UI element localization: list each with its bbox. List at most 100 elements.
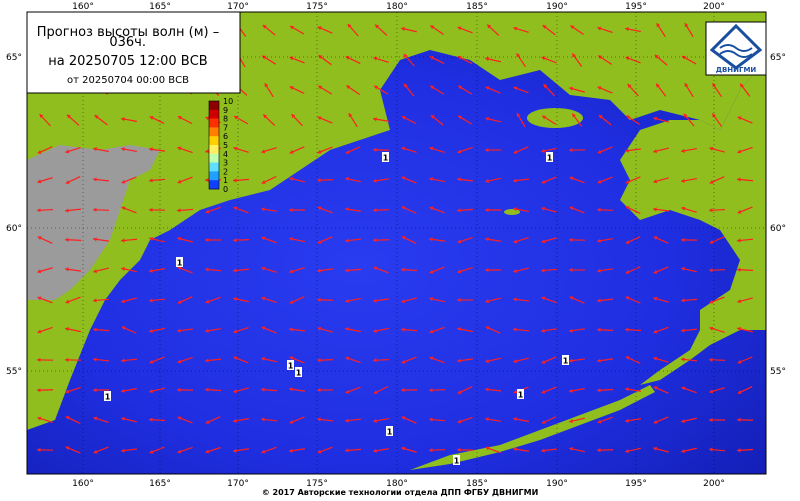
arrow bbox=[373, 385, 389, 395]
arrow-head bbox=[289, 86, 294, 90]
arrow-head bbox=[345, 56, 350, 60]
arrow bbox=[485, 177, 501, 183]
arrow bbox=[400, 387, 418, 393]
arrow bbox=[148, 417, 166, 422]
arrow-head bbox=[177, 328, 181, 333]
arrow bbox=[708, 208, 726, 213]
arrow bbox=[570, 25, 584, 35]
arrow bbox=[261, 296, 277, 304]
arrow-head bbox=[37, 150, 42, 154]
arrow bbox=[92, 388, 110, 393]
arrow-head bbox=[681, 386, 686, 391]
arrow-head bbox=[712, 83, 717, 88]
arrow bbox=[457, 267, 473, 274]
lat-label: 60° bbox=[770, 224, 786, 234]
arrow-head bbox=[541, 268, 545, 273]
arrow-head bbox=[121, 206, 126, 211]
contour-label: 1 bbox=[547, 154, 553, 163]
arrow bbox=[736, 177, 754, 182]
arrow bbox=[344, 238, 362, 243]
arrow bbox=[684, 82, 694, 98]
arrow bbox=[484, 207, 502, 213]
arrow-head bbox=[317, 326, 322, 331]
arrow bbox=[232, 268, 250, 273]
arrow bbox=[457, 416, 473, 424]
arrow-head bbox=[261, 387, 265, 392]
contour-label: 1 bbox=[454, 457, 460, 466]
arrow bbox=[541, 416, 557, 424]
arrow bbox=[736, 448, 754, 453]
arrow bbox=[92, 357, 110, 362]
arrow bbox=[485, 326, 501, 334]
arrow-head bbox=[373, 238, 377, 243]
arrow bbox=[261, 176, 277, 184]
arrow bbox=[653, 116, 669, 123]
arrow bbox=[597, 146, 613, 154]
arrow bbox=[121, 388, 137, 393]
contour-label-box bbox=[176, 257, 183, 267]
arrow bbox=[345, 386, 361, 394]
arrow-head bbox=[317, 387, 321, 393]
arrow-head bbox=[149, 147, 153, 152]
scale-label: 10 bbox=[223, 97, 233, 106]
arrow-head bbox=[373, 418, 377, 423]
arrow-head bbox=[681, 237, 685, 243]
arrow-head bbox=[205, 299, 210, 304]
arrow bbox=[64, 208, 82, 213]
arrow bbox=[625, 115, 641, 125]
arrow-head bbox=[681, 357, 685, 362]
arrow-head bbox=[569, 296, 574, 301]
arrow bbox=[681, 417, 697, 424]
arrow bbox=[177, 266, 193, 274]
arrow-head bbox=[625, 327, 629, 332]
arrow bbox=[598, 114, 612, 126]
arrow-head bbox=[290, 25, 295, 30]
lon-label: 180° bbox=[386, 2, 408, 12]
arrow-head bbox=[513, 269, 518, 274]
arrow-head bbox=[37, 416, 42, 421]
arrow bbox=[93, 416, 109, 424]
arrow bbox=[430, 114, 444, 126]
arrow bbox=[568, 358, 586, 363]
logo-waves bbox=[719, 44, 753, 58]
arrow-head bbox=[737, 267, 741, 272]
arrow bbox=[288, 327, 306, 332]
arrow bbox=[232, 178, 250, 183]
arrow-head bbox=[543, 84, 548, 89]
arrow bbox=[568, 147, 586, 153]
contour-label: 1 bbox=[387, 428, 393, 437]
arrow bbox=[345, 297, 361, 303]
arrow-head bbox=[149, 417, 153, 422]
arrow-head bbox=[513, 389, 518, 394]
arrow-head bbox=[177, 208, 181, 213]
arrow bbox=[372, 298, 390, 303]
arrow bbox=[456, 208, 474, 213]
arrow bbox=[401, 26, 417, 33]
arrow-head bbox=[233, 448, 237, 453]
arrow bbox=[653, 416, 669, 424]
arrow bbox=[541, 115, 557, 125]
arrow bbox=[373, 56, 389, 63]
scale-label: 5 bbox=[223, 141, 228, 150]
arrow-head bbox=[373, 208, 377, 213]
arrow bbox=[289, 448, 305, 453]
arrow-head bbox=[457, 419, 462, 424]
arrow-head bbox=[177, 449, 182, 454]
arrow bbox=[737, 326, 753, 333]
arrow bbox=[712, 83, 722, 97]
arrow-head bbox=[261, 356, 266, 361]
wind-arrows bbox=[36, 22, 754, 454]
arrow bbox=[373, 448, 389, 453]
arrow-head bbox=[121, 117, 125, 122]
arrow bbox=[597, 176, 613, 184]
arrow bbox=[543, 83, 555, 97]
arrow bbox=[317, 326, 333, 333]
contour-label-box bbox=[295, 367, 302, 377]
arrow bbox=[37, 296, 53, 304]
arrow-head bbox=[542, 25, 547, 29]
arrow bbox=[485, 297, 501, 304]
arrow bbox=[261, 236, 277, 244]
arrow bbox=[149, 268, 165, 273]
arrow bbox=[37, 177, 53, 184]
arrow bbox=[597, 86, 613, 94]
